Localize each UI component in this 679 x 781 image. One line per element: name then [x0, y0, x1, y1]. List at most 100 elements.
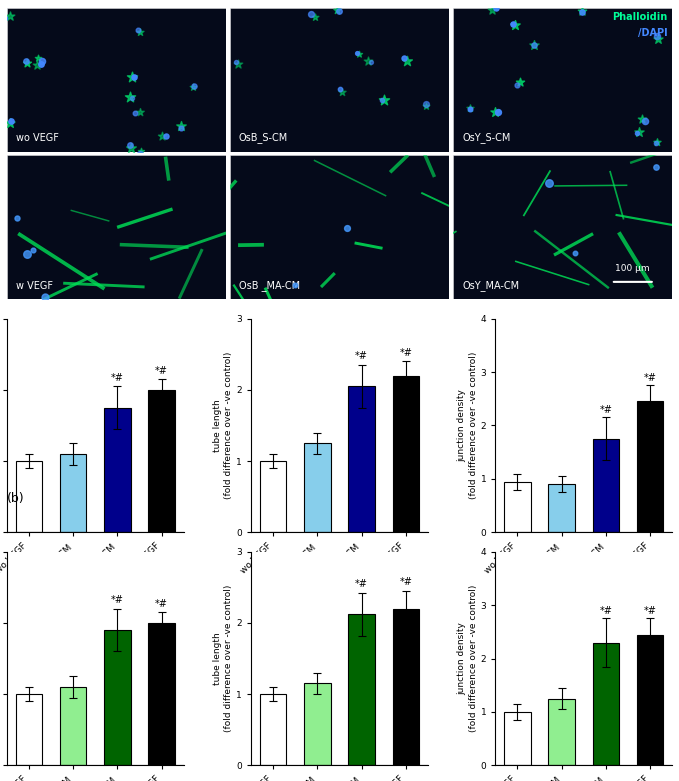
Point: [528, 38, 539, 51]
Point: [37, 55, 48, 67]
Point: [160, 130, 171, 142]
Point: [489, 105, 500, 118]
Point: [512, 79, 523, 91]
Point: [32, 59, 43, 71]
Point: [0, 12, 11, 24]
Point: [576, 5, 587, 18]
Point: [125, 139, 136, 152]
Bar: [593, 643, 619, 765]
Point: [650, 160, 661, 173]
Point: [490, 2, 501, 14]
Point: [306, 9, 317, 21]
Point: [354, 48, 365, 61]
Text: *#: *#: [111, 373, 124, 383]
Point: [334, 5, 345, 18]
Point: [4, 10, 15, 23]
Bar: [392, 376, 419, 533]
Text: 100 μm: 100 μm: [615, 264, 650, 273]
Point: [132, 24, 143, 37]
Bar: [104, 630, 130, 765]
Point: [376, 94, 387, 106]
Point: [352, 47, 363, 59]
Y-axis label: junction density
(fold difference over -ve control): junction density (fold difference over -…: [458, 585, 478, 733]
Point: [632, 127, 643, 139]
Text: /DAPI: /DAPI: [638, 28, 668, 38]
Point: [124, 91, 135, 103]
Point: [5, 117, 16, 130]
Bar: [304, 683, 331, 765]
Bar: [637, 634, 663, 765]
Text: *#: *#: [644, 606, 657, 615]
Point: [134, 148, 145, 160]
Bar: [392, 608, 419, 765]
Point: [420, 98, 431, 111]
Point: [570, 246, 581, 259]
Bar: [149, 623, 175, 765]
Point: [189, 80, 200, 92]
Text: (b): (b): [7, 492, 24, 505]
Text: *#: *#: [600, 405, 612, 415]
Point: [464, 102, 475, 114]
Text: *#: *#: [155, 366, 168, 376]
Point: [634, 126, 644, 138]
Text: *#: *#: [399, 348, 412, 358]
Text: *#: *#: [600, 606, 612, 615]
Point: [135, 26, 146, 38]
Point: [126, 141, 136, 154]
Bar: [348, 615, 375, 765]
Point: [515, 76, 526, 88]
Point: [36, 58, 47, 70]
Y-axis label: junction density
(fold difference over -ve control): junction density (fold difference over -…: [458, 351, 478, 499]
Point: [175, 122, 186, 134]
Bar: [16, 461, 42, 533]
Text: *#: *#: [355, 351, 368, 362]
Point: [401, 55, 412, 67]
Bar: [260, 694, 287, 765]
Text: w VEGF: w VEGF: [16, 280, 52, 291]
Point: [176, 119, 187, 132]
Point: [290, 279, 301, 291]
Point: [650, 137, 661, 150]
Point: [486, 4, 497, 16]
Point: [157, 130, 168, 142]
Point: [134, 106, 145, 119]
Point: [335, 83, 346, 95]
Bar: [260, 461, 287, 533]
Y-axis label: tube length
(fold difference over -ve control): tube length (fold difference over -ve co…: [213, 585, 234, 733]
Point: [543, 177, 554, 190]
Point: [130, 106, 141, 119]
Point: [528, 38, 539, 51]
Bar: [593, 439, 619, 533]
Point: [135, 144, 146, 157]
Bar: [16, 694, 42, 765]
Point: [332, 4, 343, 16]
Point: [363, 55, 374, 67]
Text: *#: *#: [111, 595, 124, 605]
Point: [21, 56, 32, 69]
Point: [28, 244, 39, 256]
Point: [336, 86, 347, 98]
Text: *#: *#: [355, 580, 368, 590]
Point: [577, 5, 588, 17]
Point: [233, 58, 244, 70]
Point: [637, 112, 648, 125]
Point: [231, 55, 242, 68]
Text: OsB_S-CM: OsB_S-CM: [239, 133, 288, 144]
Point: [464, 102, 475, 115]
Point: [5, 115, 16, 127]
Point: [126, 70, 137, 83]
Point: [187, 81, 198, 94]
Text: wo VEGF: wo VEGF: [16, 134, 58, 144]
Point: [509, 19, 520, 31]
Y-axis label: tube length
(fold difference over -ve control): tube length (fold difference over -ve co…: [213, 351, 234, 499]
Text: OsY_S-CM: OsY_S-CM: [462, 133, 511, 144]
Point: [126, 92, 137, 105]
Point: [309, 11, 320, 23]
Bar: [637, 401, 663, 533]
Point: [40, 291, 51, 303]
Point: [33, 52, 43, 64]
Bar: [348, 387, 375, 533]
Bar: [504, 712, 530, 765]
Point: [508, 18, 519, 30]
Point: [22, 248, 33, 261]
